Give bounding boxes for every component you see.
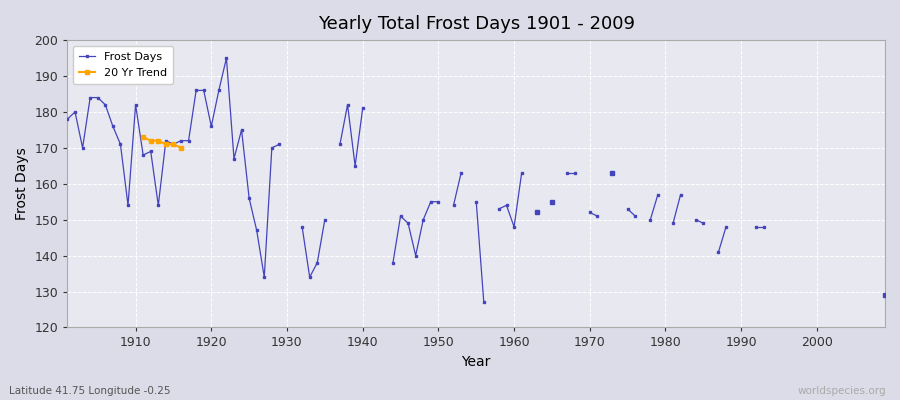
Frost Days xyxy=(93,95,104,100)
20 Yr Trend xyxy=(145,138,156,143)
Frost Days xyxy=(130,102,141,107)
Frost Days xyxy=(168,142,179,147)
Frost Days xyxy=(244,196,255,200)
Frost Days xyxy=(191,88,202,93)
Frost Days xyxy=(259,275,270,280)
Text: worldspecies.org: worldspecies.org xyxy=(798,386,886,396)
20 Yr Trend xyxy=(168,142,179,147)
20 Yr Trend xyxy=(153,138,164,143)
20 Yr Trend xyxy=(176,146,186,150)
Frost Days xyxy=(153,203,164,208)
Frost Days xyxy=(62,117,73,122)
Frost Days xyxy=(85,95,95,100)
Frost Days xyxy=(251,228,262,233)
Frost Days xyxy=(206,124,217,129)
Line: Frost Days: Frost Days xyxy=(66,57,281,278)
Frost Days xyxy=(145,149,156,154)
Frost Days xyxy=(184,138,194,143)
Frost Days xyxy=(160,138,171,143)
20 Yr Trend xyxy=(138,135,148,140)
20 Yr Trend xyxy=(160,142,171,147)
Frost Days xyxy=(138,153,148,158)
Frost Days xyxy=(69,110,80,114)
Frost Days xyxy=(266,146,277,150)
Frost Days xyxy=(77,146,88,150)
Frost Days xyxy=(115,142,126,147)
Frost Days xyxy=(176,138,186,143)
Frost Days xyxy=(107,124,118,129)
Frost Days xyxy=(274,142,284,147)
Legend: Frost Days, 20 Yr Trend: Frost Days, 20 Yr Trend xyxy=(73,46,173,84)
Line: 20 Yr Trend: 20 Yr Trend xyxy=(141,135,183,150)
Frost Days xyxy=(229,156,239,161)
X-axis label: Year: Year xyxy=(462,355,490,369)
Text: Latitude 41.75 Longitude -0.25: Latitude 41.75 Longitude -0.25 xyxy=(9,386,170,396)
Frost Days xyxy=(213,88,224,93)
Frost Days xyxy=(100,102,111,107)
Title: Yearly Total Frost Days 1901 - 2009: Yearly Total Frost Days 1901 - 2009 xyxy=(318,15,634,33)
Frost Days xyxy=(221,56,232,60)
Frost Days xyxy=(198,88,209,93)
Frost Days xyxy=(236,128,247,132)
Y-axis label: Frost Days: Frost Days xyxy=(15,147,29,220)
Frost Days xyxy=(122,203,133,208)
